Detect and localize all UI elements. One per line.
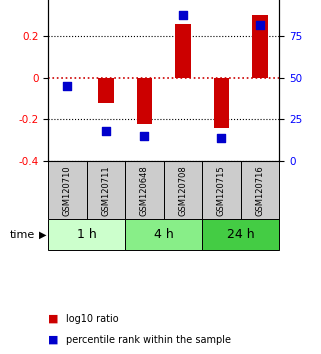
Bar	[214, 78, 229, 128]
Point	[142, 133, 147, 139]
Point	[219, 135, 224, 141]
Bar	[125, 219, 202, 250]
Text: 24 h: 24 h	[227, 228, 255, 241]
Text: percentile rank within the sample: percentile rank within the sample	[66, 335, 231, 345]
Text: ▶: ▶	[39, 229, 47, 240]
Bar	[252, 16, 268, 78]
Text: GSM120711: GSM120711	[101, 165, 110, 216]
Text: ■: ■	[48, 335, 59, 345]
Text: ■: ■	[48, 314, 59, 324]
Text: time: time	[10, 229, 35, 240]
Bar	[48, 219, 125, 250]
Point	[257, 22, 263, 28]
Text: GSM120715: GSM120715	[217, 165, 226, 216]
Text: GSM120710: GSM120710	[63, 165, 72, 216]
Bar	[164, 161, 202, 219]
Bar	[98, 78, 114, 103]
Bar	[125, 161, 164, 219]
Text: GSM120648: GSM120648	[140, 165, 149, 216]
Text: 4 h: 4 h	[154, 228, 174, 241]
Bar	[202, 161, 241, 219]
Bar	[202, 219, 279, 250]
Text: GSM120708: GSM120708	[178, 165, 187, 216]
Bar	[87, 161, 125, 219]
Point	[103, 128, 108, 134]
Bar	[241, 161, 279, 219]
Point	[180, 12, 186, 17]
Text: 1 h: 1 h	[77, 228, 97, 241]
Bar	[137, 78, 152, 124]
Bar	[48, 161, 87, 219]
Point	[65, 84, 70, 89]
Bar	[175, 24, 191, 78]
Text: GSM120716: GSM120716	[256, 165, 265, 216]
Text: log10 ratio: log10 ratio	[66, 314, 118, 324]
